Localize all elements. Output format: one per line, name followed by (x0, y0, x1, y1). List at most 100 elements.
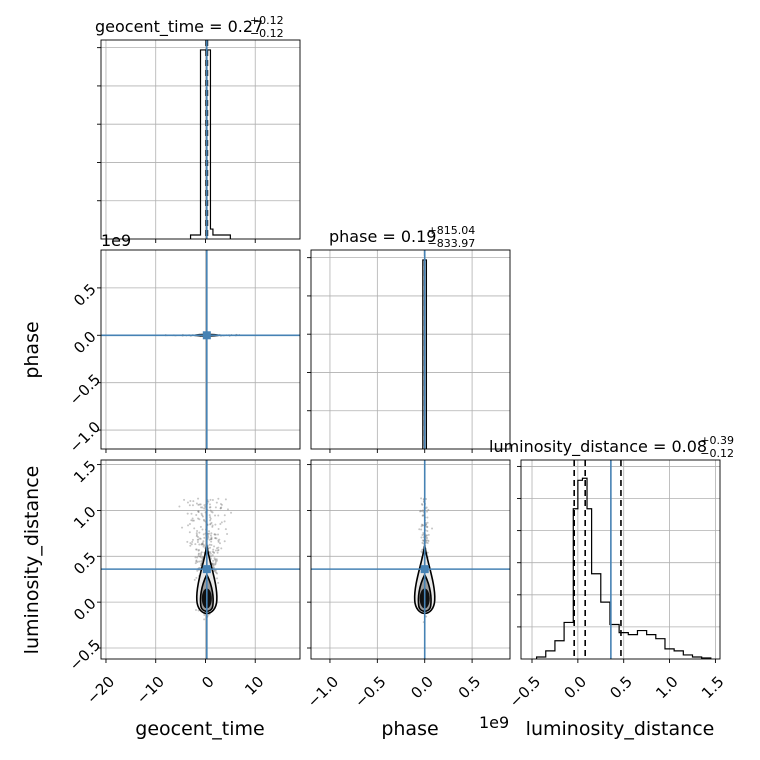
sample-point (421, 510, 424, 513)
sample-point (200, 506, 203, 509)
sample-point (202, 518, 205, 521)
sample-point (191, 504, 194, 507)
sample-point (190, 519, 193, 522)
sample-point (419, 510, 422, 513)
sample-point (199, 503, 202, 506)
sample-point (214, 523, 217, 526)
sample-point (208, 543, 211, 546)
sample-point (208, 506, 211, 509)
y-axis-title-phase: phase (21, 321, 43, 378)
gridlines (101, 460, 300, 659)
sample-point (214, 561, 217, 564)
sample-point (210, 521, 213, 524)
y-tick-label: −1.0 (66, 418, 104, 456)
sample-point (214, 570, 217, 573)
sample-point (203, 504, 206, 507)
sample-point (209, 509, 212, 512)
sample-point (210, 544, 213, 547)
sample-point (203, 536, 206, 539)
sample-point (197, 517, 200, 520)
sample-point (208, 523, 211, 526)
sample-point (208, 538, 211, 541)
sample-point (426, 525, 429, 528)
sample-point (201, 514, 204, 517)
sample-point (212, 562, 215, 565)
sample-point (211, 498, 214, 501)
sample-point (420, 503, 423, 506)
sample-point (197, 536, 200, 539)
sample-point (426, 526, 429, 529)
sample-point (211, 511, 214, 514)
sample-point (202, 533, 205, 536)
x-tick-label: 1.0 (652, 673, 682, 703)
sample-point (209, 546, 212, 549)
sample-point (198, 518, 201, 521)
sample-point (209, 517, 212, 520)
sample-point (196, 569, 199, 572)
sample-point (204, 532, 207, 535)
title-phase: phase = 0.19+815.04−833.97 (329, 224, 475, 250)
sample-point (422, 509, 425, 512)
sample-point (201, 543, 204, 546)
x-tick-label: 1.5 (698, 673, 728, 703)
sample-point (210, 538, 213, 541)
sample-point (186, 540, 189, 543)
sample-point (418, 528, 421, 531)
sample-point (427, 508, 430, 511)
sample-point (195, 559, 198, 562)
sample-point (219, 507, 222, 510)
sample-point (210, 538, 213, 541)
sample-point (203, 519, 206, 522)
sample-point (195, 548, 198, 551)
sample-point (181, 526, 184, 529)
sample-point (216, 577, 219, 580)
sample-point (219, 503, 222, 506)
sample-point (197, 510, 200, 513)
sample-point (188, 523, 191, 526)
sample-point (201, 528, 204, 531)
sample-point (188, 504, 191, 507)
sample-point (183, 498, 186, 501)
injection-marker (420, 565, 429, 574)
sample-point (427, 533, 430, 536)
sample-point (209, 554, 212, 557)
sample-point (207, 613, 210, 616)
sample-point (213, 563, 216, 566)
sample-point (191, 538, 194, 541)
gridlines (311, 460, 510, 659)
sample-point (200, 561, 203, 564)
sample-point (200, 552, 203, 555)
sample-point (216, 551, 219, 554)
sample-point (188, 531, 191, 534)
sample-point (211, 562, 214, 565)
sample-point (425, 523, 428, 526)
sample-point (211, 524, 214, 527)
sample-point (213, 551, 216, 554)
title-geocent_time: geocent_time = 0.27+0.12−0.12 (95, 14, 284, 40)
y-tick-label: −0.5 (66, 370, 104, 408)
sample-point (420, 497, 423, 500)
sample-point (223, 514, 226, 517)
y-axis-title-luminosity_distance: luminosity_distance (21, 466, 43, 655)
sample-point (217, 546, 220, 549)
sample-point (421, 514, 424, 517)
sample-point (211, 563, 214, 566)
sample-point (210, 536, 213, 539)
sample-point (198, 543, 201, 546)
sample-point (422, 514, 425, 517)
sample-point (214, 533, 217, 536)
sample-point (190, 543, 193, 546)
sample-point (198, 537, 201, 540)
gridlines (307, 250, 510, 449)
sample-point (203, 544, 206, 547)
sample-point (195, 502, 198, 505)
sample-point (195, 533, 198, 536)
title-upper-error: +815.04 (428, 224, 476, 237)
sample-point (202, 540, 205, 543)
sample-point (211, 550, 214, 553)
sample-point (189, 544, 192, 547)
panel-geocent_time-luminosity_distance: −20 −10 0 10 1.5 1.0 0.5 0.0 −0.5 (66, 457, 301, 708)
sample-point (202, 555, 205, 558)
sample-point (421, 524, 424, 527)
sample-point (198, 560, 201, 563)
